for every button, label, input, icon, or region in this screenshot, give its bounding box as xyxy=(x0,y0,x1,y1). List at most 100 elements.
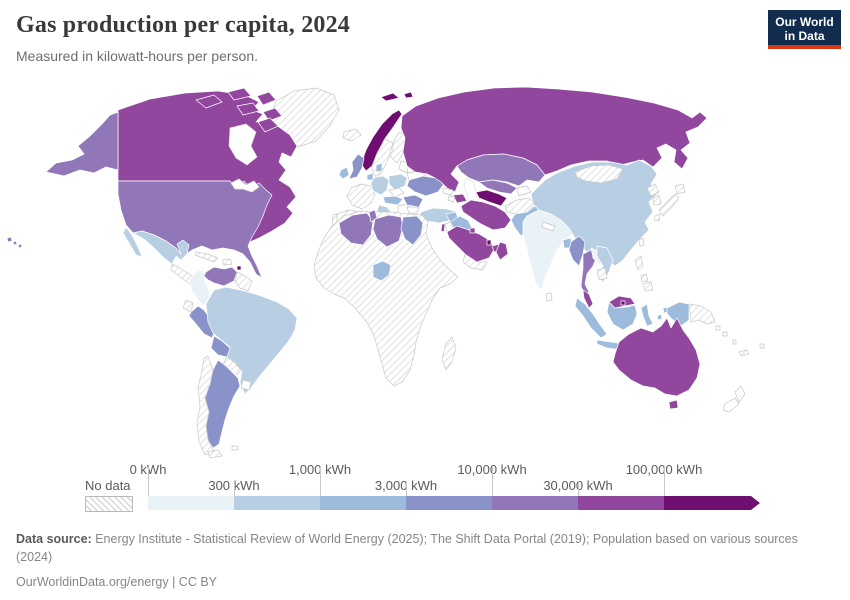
country-hispaniola[interactable] xyxy=(221,258,233,266)
country-norway-svalbard[interactable] xyxy=(380,92,400,102)
country-colombia[interactable] xyxy=(188,269,211,307)
country-iran[interactable] xyxy=(460,199,512,231)
country-venezuela[interactable] xyxy=(203,266,238,287)
country-nepal[interactable] xyxy=(541,221,556,232)
country-georgia[interactable] xyxy=(442,187,454,196)
country-kyrgyz-tajik[interactable] xyxy=(516,185,532,197)
country-germany[interactable] xyxy=(370,175,390,196)
country-ecuador[interactable] xyxy=(182,299,194,313)
country-australia[interactable] xyxy=(612,317,701,397)
legend-bin-3[interactable] xyxy=(320,496,406,510)
country-myanmar[interactable] xyxy=(568,235,586,267)
country-brunei[interactable] xyxy=(620,300,626,306)
country-ukraine[interactable] xyxy=(406,175,445,197)
country-iceland[interactable] xyxy=(342,128,362,142)
country-japan-hokkaido[interactable] xyxy=(674,183,686,195)
country-canada-islands[interactable] xyxy=(262,107,283,122)
country-indonesia-kalimantan[interactable] xyxy=(606,301,638,331)
country-solomon[interactable] xyxy=(722,331,728,337)
country-africa-no-data[interactable] xyxy=(313,210,459,387)
country-north-korea[interactable] xyxy=(646,183,660,197)
country-falkland[interactable] xyxy=(231,445,239,451)
country-libya[interactable] xyxy=(372,214,404,248)
country-australia-tasmania[interactable] xyxy=(668,399,679,410)
country-uruguay[interactable] xyxy=(240,379,252,391)
country-kazakhstan[interactable] xyxy=(456,153,546,187)
legend-bin-2[interactable] xyxy=(234,496,320,510)
legend-bin-6[interactable] xyxy=(578,496,664,510)
country-armenia[interactable] xyxy=(447,195,456,203)
country-malaysia-peninsular[interactable] xyxy=(582,289,594,309)
owid-link[interactable]: OurWorldinData.org/energy | CC BY xyxy=(16,575,218,589)
country-uk[interactable] xyxy=(348,153,365,180)
country-netherlands[interactable] xyxy=(366,172,374,181)
country-indonesia-moluccas[interactable] xyxy=(656,313,663,321)
country-guyanas[interactable] xyxy=(234,271,253,292)
country-cuba[interactable] xyxy=(194,251,219,263)
owid-logo[interactable]: Our World in Data xyxy=(768,10,841,49)
country-vanuatu[interactable] xyxy=(732,339,737,345)
country-algeria[interactable] xyxy=(338,212,374,246)
country-taiwan[interactable] xyxy=(638,237,645,247)
country-nigeria[interactable] xyxy=(372,260,392,282)
country-ireland[interactable] xyxy=(338,166,350,180)
country-france[interactable] xyxy=(346,183,376,210)
country-solomon[interactable] xyxy=(715,325,721,331)
country-usa[interactable] xyxy=(117,180,273,279)
country-bulgaria[interactable] xyxy=(406,206,420,214)
country-denmark[interactable] xyxy=(375,162,383,173)
legend-bin-1[interactable] xyxy=(148,496,234,510)
country-philippines-luzon[interactable] xyxy=(634,255,644,271)
legend-bin-4[interactable] xyxy=(406,496,492,510)
country-oman[interactable] xyxy=(495,241,509,261)
country-china[interactable] xyxy=(530,159,658,267)
country-philippines-mindanao[interactable] xyxy=(642,281,654,292)
country-uzbekistan[interactable] xyxy=(478,179,518,195)
country-indonesia-sulawesi[interactable] xyxy=(640,303,654,327)
country-usa-hawaii[interactable] xyxy=(17,243,23,249)
legend-no-data-swatch[interactable] xyxy=(85,496,133,512)
country-brazil[interactable] xyxy=(205,286,298,395)
country-austria-hungary[interactable] xyxy=(382,195,404,206)
country-finland[interactable] xyxy=(389,131,408,164)
country-egypt[interactable] xyxy=(400,215,424,246)
country-saudi-arabia[interactable] xyxy=(446,225,496,263)
country-poland[interactable] xyxy=(388,173,408,191)
country-south-korea[interactable] xyxy=(652,194,662,206)
country-philippines-visayas[interactable] xyxy=(640,273,649,283)
country-indonesia-west-papua[interactable] xyxy=(666,301,690,327)
country-new-caledonia[interactable] xyxy=(738,349,750,357)
country-mexico-baja[interactable] xyxy=(122,226,143,258)
country-usa-hawaii[interactable] xyxy=(6,236,13,243)
country-afghanistan[interactable] xyxy=(504,197,536,215)
country-norway-svalbard[interactable] xyxy=(403,91,414,99)
country-canada-islands[interactable] xyxy=(257,117,279,133)
country-kuwait[interactable] xyxy=(469,227,476,234)
country-mexico[interactable] xyxy=(132,230,190,265)
country-canada-islands[interactable] xyxy=(227,87,252,101)
country-czech-slovakia[interactable] xyxy=(388,187,405,198)
country-usa-hawaii[interactable] xyxy=(12,240,18,246)
country-greenland[interactable] xyxy=(269,87,340,148)
country-trinidad[interactable] xyxy=(236,265,242,271)
country-mongolia[interactable] xyxy=(574,164,624,184)
country-russia[interactable] xyxy=(400,86,708,193)
country-qatar[interactable] xyxy=(486,239,492,246)
country-japan-honshu[interactable] xyxy=(658,193,680,217)
country-indonesia-sumatra[interactable] xyxy=(574,297,608,339)
country-usa-alaska[interactable] xyxy=(45,111,119,177)
country-canada-islands[interactable] xyxy=(195,94,223,109)
country-turkmenistan[interactable] xyxy=(475,189,508,207)
country-cambodia[interactable] xyxy=(596,267,608,281)
country-papua-new-guinea[interactable] xyxy=(688,303,716,325)
country-sri-lanka[interactable] xyxy=(545,292,553,302)
country-israel[interactable] xyxy=(440,223,446,233)
legend-bin-7[interactable] xyxy=(664,496,760,510)
country-canada-islands[interactable] xyxy=(236,102,260,116)
country-madagascar[interactable] xyxy=(441,336,457,371)
country-tierra-del-fuego[interactable] xyxy=(207,449,223,459)
country-yemen[interactable] xyxy=(462,253,488,271)
legend-bin-5[interactable] xyxy=(492,496,578,510)
country-new-zealand-north[interactable] xyxy=(734,385,746,403)
license-line[interactable]: OurWorldinData.org/energy | CC BY xyxy=(16,574,830,592)
